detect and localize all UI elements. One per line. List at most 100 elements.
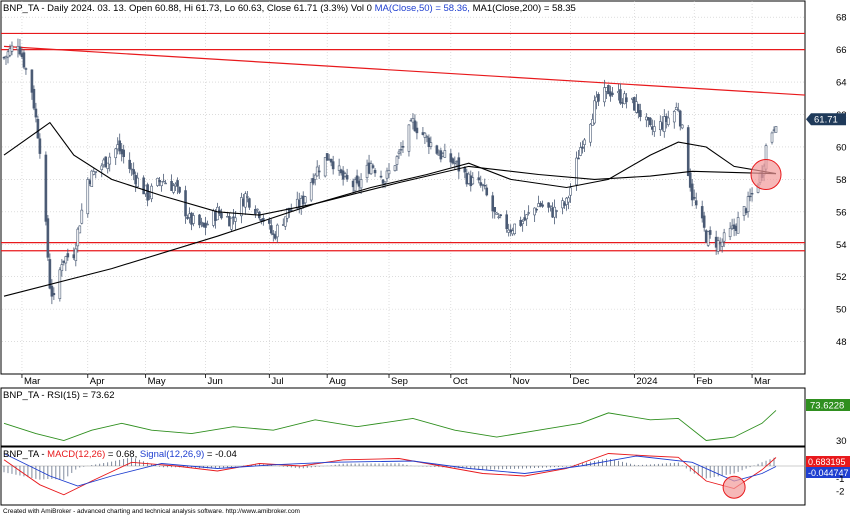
- candle: [230, 217, 233, 232]
- candle: [716, 236, 720, 255]
- candle: [481, 183, 485, 192]
- signal-label: Signal(12,26,9): [140, 449, 204, 460]
- candle-body: [547, 202, 550, 208]
- candle-body: [381, 179, 385, 184]
- candle-body: [172, 185, 175, 193]
- candle-body: [748, 195, 752, 198]
- candle: [244, 191, 247, 215]
- candle-body: [393, 165, 397, 171]
- candle-body: [50, 285, 54, 297]
- candle: [254, 205, 257, 218]
- candle-body: [481, 184, 485, 186]
- candle-body: [355, 175, 359, 184]
- candle-body: [579, 147, 582, 156]
- price-tick-label: 48: [836, 337, 847, 348]
- candle-body: [248, 198, 251, 208]
- candle: [423, 132, 427, 145]
- candle-body: [122, 149, 125, 158]
- candle: [369, 160, 373, 176]
- candle: [220, 208, 223, 220]
- candle-body: [581, 146, 584, 149]
- candle-body: [74, 248, 78, 261]
- candle: [38, 133, 42, 159]
- candle-body: [10, 45, 14, 52]
- candle-body: [387, 170, 391, 175]
- price-panel-frame: [0, 0, 806, 375]
- candle-body: [337, 165, 341, 171]
- candle: [108, 152, 112, 172]
- candle: [653, 120, 656, 137]
- candle-body: [353, 179, 357, 192]
- date-tick-label: Dec: [573, 376, 590, 387]
- candle-body: [399, 149, 403, 151]
- candle: [413, 114, 417, 132]
- candle: [206, 220, 209, 226]
- macd-highlight-circle: [722, 475, 746, 499]
- grid-lines: [2, 1, 805, 374]
- candle: [575, 151, 578, 191]
- candle: [722, 228, 726, 248]
- candle-body: [619, 89, 622, 104]
- candle-body: [569, 187, 572, 196]
- candle: [499, 213, 503, 219]
- candle: [535, 207, 538, 213]
- date-tick-label: 2024: [636, 376, 657, 387]
- candle-body: [289, 209, 293, 211]
- candle: [692, 189, 696, 201]
- candle: [36, 115, 40, 139]
- candle: [746, 191, 750, 218]
- candle: [625, 93, 628, 109]
- candle-body: [100, 165, 104, 170]
- candle-body: [359, 179, 363, 189]
- candle-body: [136, 177, 139, 188]
- candle-body: [311, 178, 315, 184]
- candle-body: [323, 157, 327, 177]
- candle: [521, 219, 524, 232]
- candle: [317, 164, 321, 180]
- descending-trend-line: [3, 45, 806, 96]
- candle-body: [637, 103, 640, 114]
- candle-body: [397, 151, 401, 154]
- candle: [24, 67, 28, 75]
- candle-body: [425, 136, 429, 138]
- candle-body: [158, 179, 161, 183]
- candle-body: [369, 163, 373, 175]
- date-tick-label: Feb: [696, 376, 712, 387]
- candle-body: [593, 100, 596, 124]
- candle-body: [395, 156, 399, 165]
- candle-body: [443, 150, 447, 158]
- candle-body: [383, 181, 387, 184]
- candle: [200, 217, 203, 228]
- candle: [680, 124, 684, 130]
- candle-body: [575, 157, 578, 185]
- candle: [411, 113, 415, 130]
- candle-body: [234, 217, 237, 222]
- candle: [702, 212, 706, 232]
- candle: [750, 187, 754, 202]
- candle-body: [666, 117, 670, 125]
- candle: [44, 151, 48, 226]
- candle-body: [76, 228, 80, 247]
- candle-body: [178, 186, 181, 193]
- candle: [493, 207, 497, 219]
- candle: [86, 177, 90, 218]
- candle-body: [451, 158, 455, 164]
- candle-body: [325, 153, 329, 161]
- candle-body: [774, 126, 778, 133]
- candle-body: [36, 119, 40, 139]
- candle-body: [607, 85, 610, 95]
- candle-body: [385, 170, 389, 179]
- rsi-line: [3, 410, 777, 441]
- candle: [379, 170, 383, 179]
- candle-body: [427, 137, 431, 148]
- candle-body: [275, 224, 279, 238]
- candle-body: [649, 117, 652, 126]
- candle-body: [104, 156, 108, 168]
- candle: [156, 177, 159, 187]
- candle: [395, 154, 399, 171]
- rsi-tick-label: 30: [836, 436, 847, 447]
- price-tick-label: 52: [836, 272, 847, 283]
- candle: [593, 95, 596, 125]
- candle-body: [603, 87, 606, 103]
- candle-body: [674, 107, 678, 110]
